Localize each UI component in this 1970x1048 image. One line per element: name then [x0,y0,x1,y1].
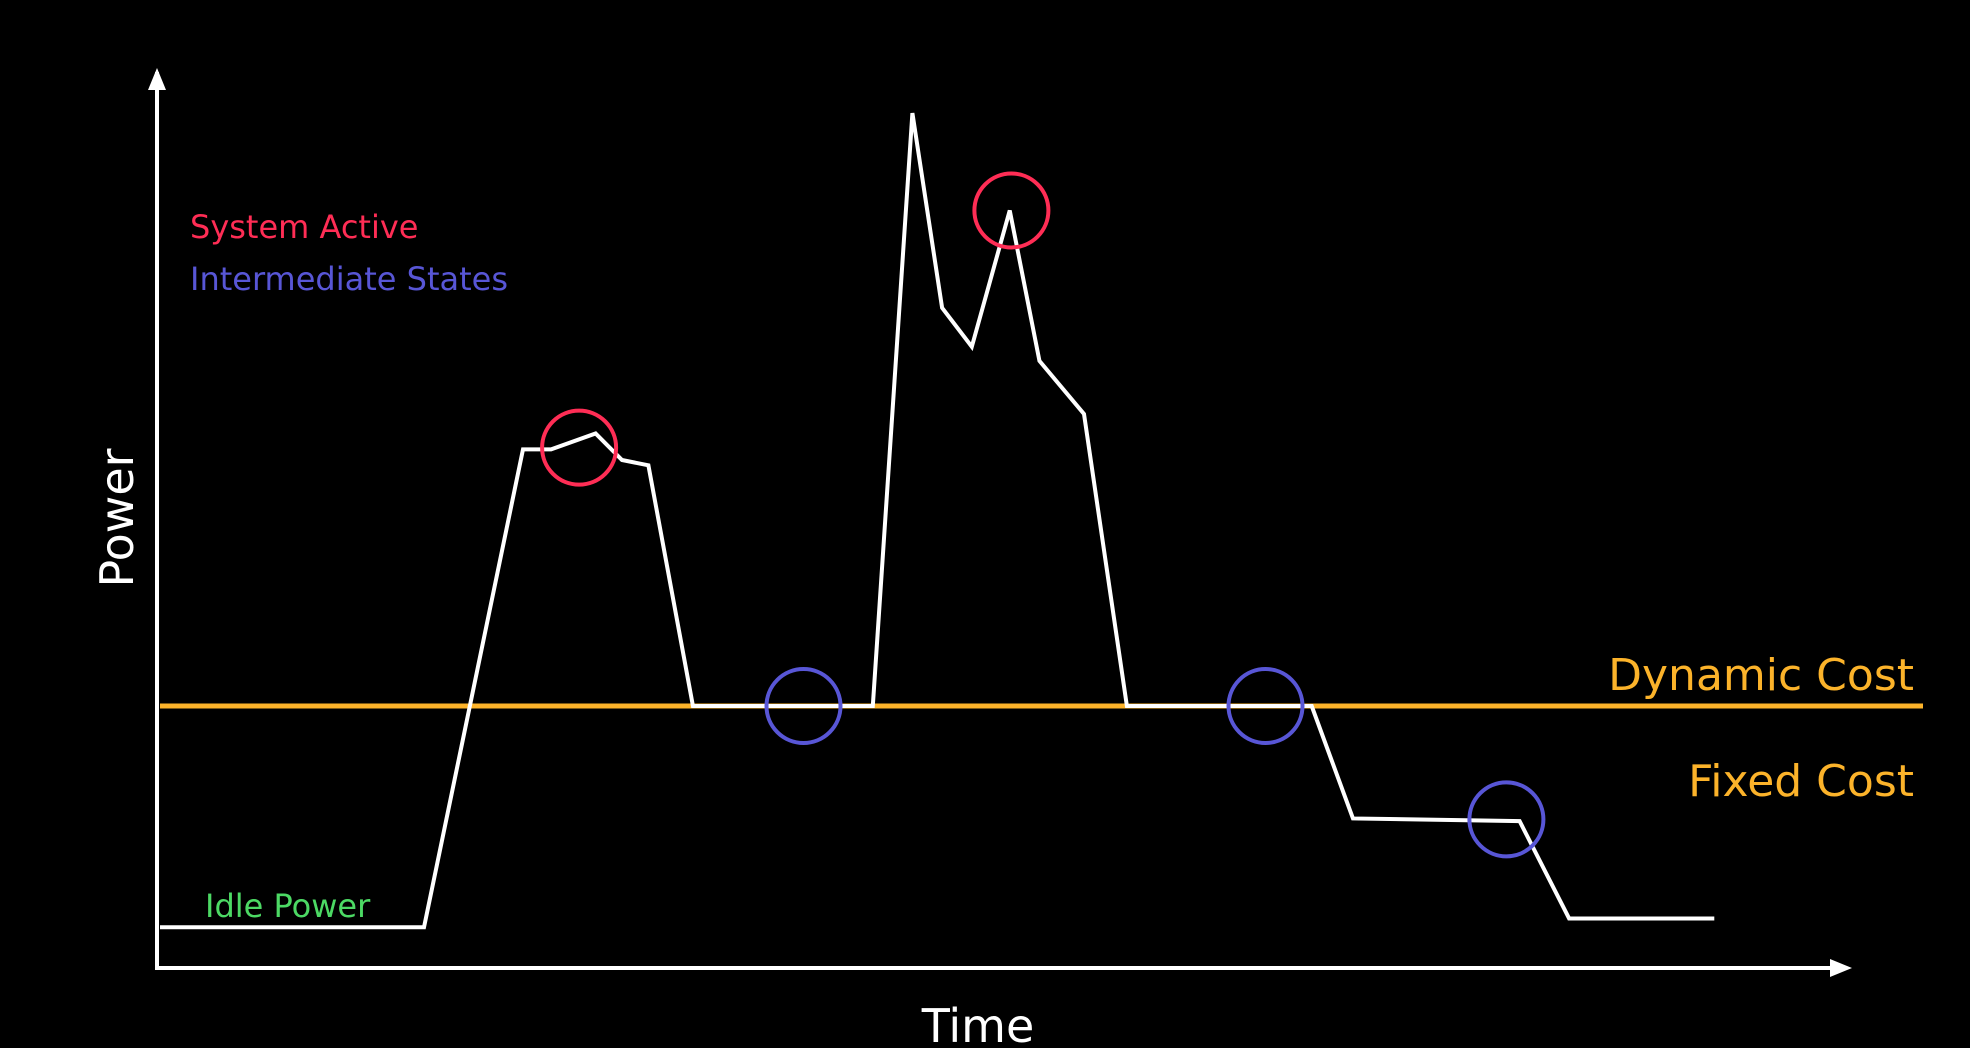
power-series-line [160,112,1715,930]
state-marker-4 [1467,780,1546,859]
legend-system-active: System Active [190,208,418,246]
x-axis-arrowhead [1830,959,1852,977]
y-axis-arrowhead [148,68,166,90]
y-axis-label: Power [90,448,144,587]
legend-idle-power: Idle Power [205,887,371,925]
x-axis-label: Time [921,999,1035,1048]
dynamic-cost-label: Dynamic Cost [1608,650,1914,701]
state-marker-1 [972,171,1051,250]
legend-intermediate-states: Intermediate States [190,260,508,298]
state-marker-2 [764,667,843,746]
fixed-cost-label: Fixed Cost [1688,756,1914,807]
state-marker-3 [1226,667,1305,746]
state-markers [540,171,1546,859]
state-marker-0 [540,408,619,487]
